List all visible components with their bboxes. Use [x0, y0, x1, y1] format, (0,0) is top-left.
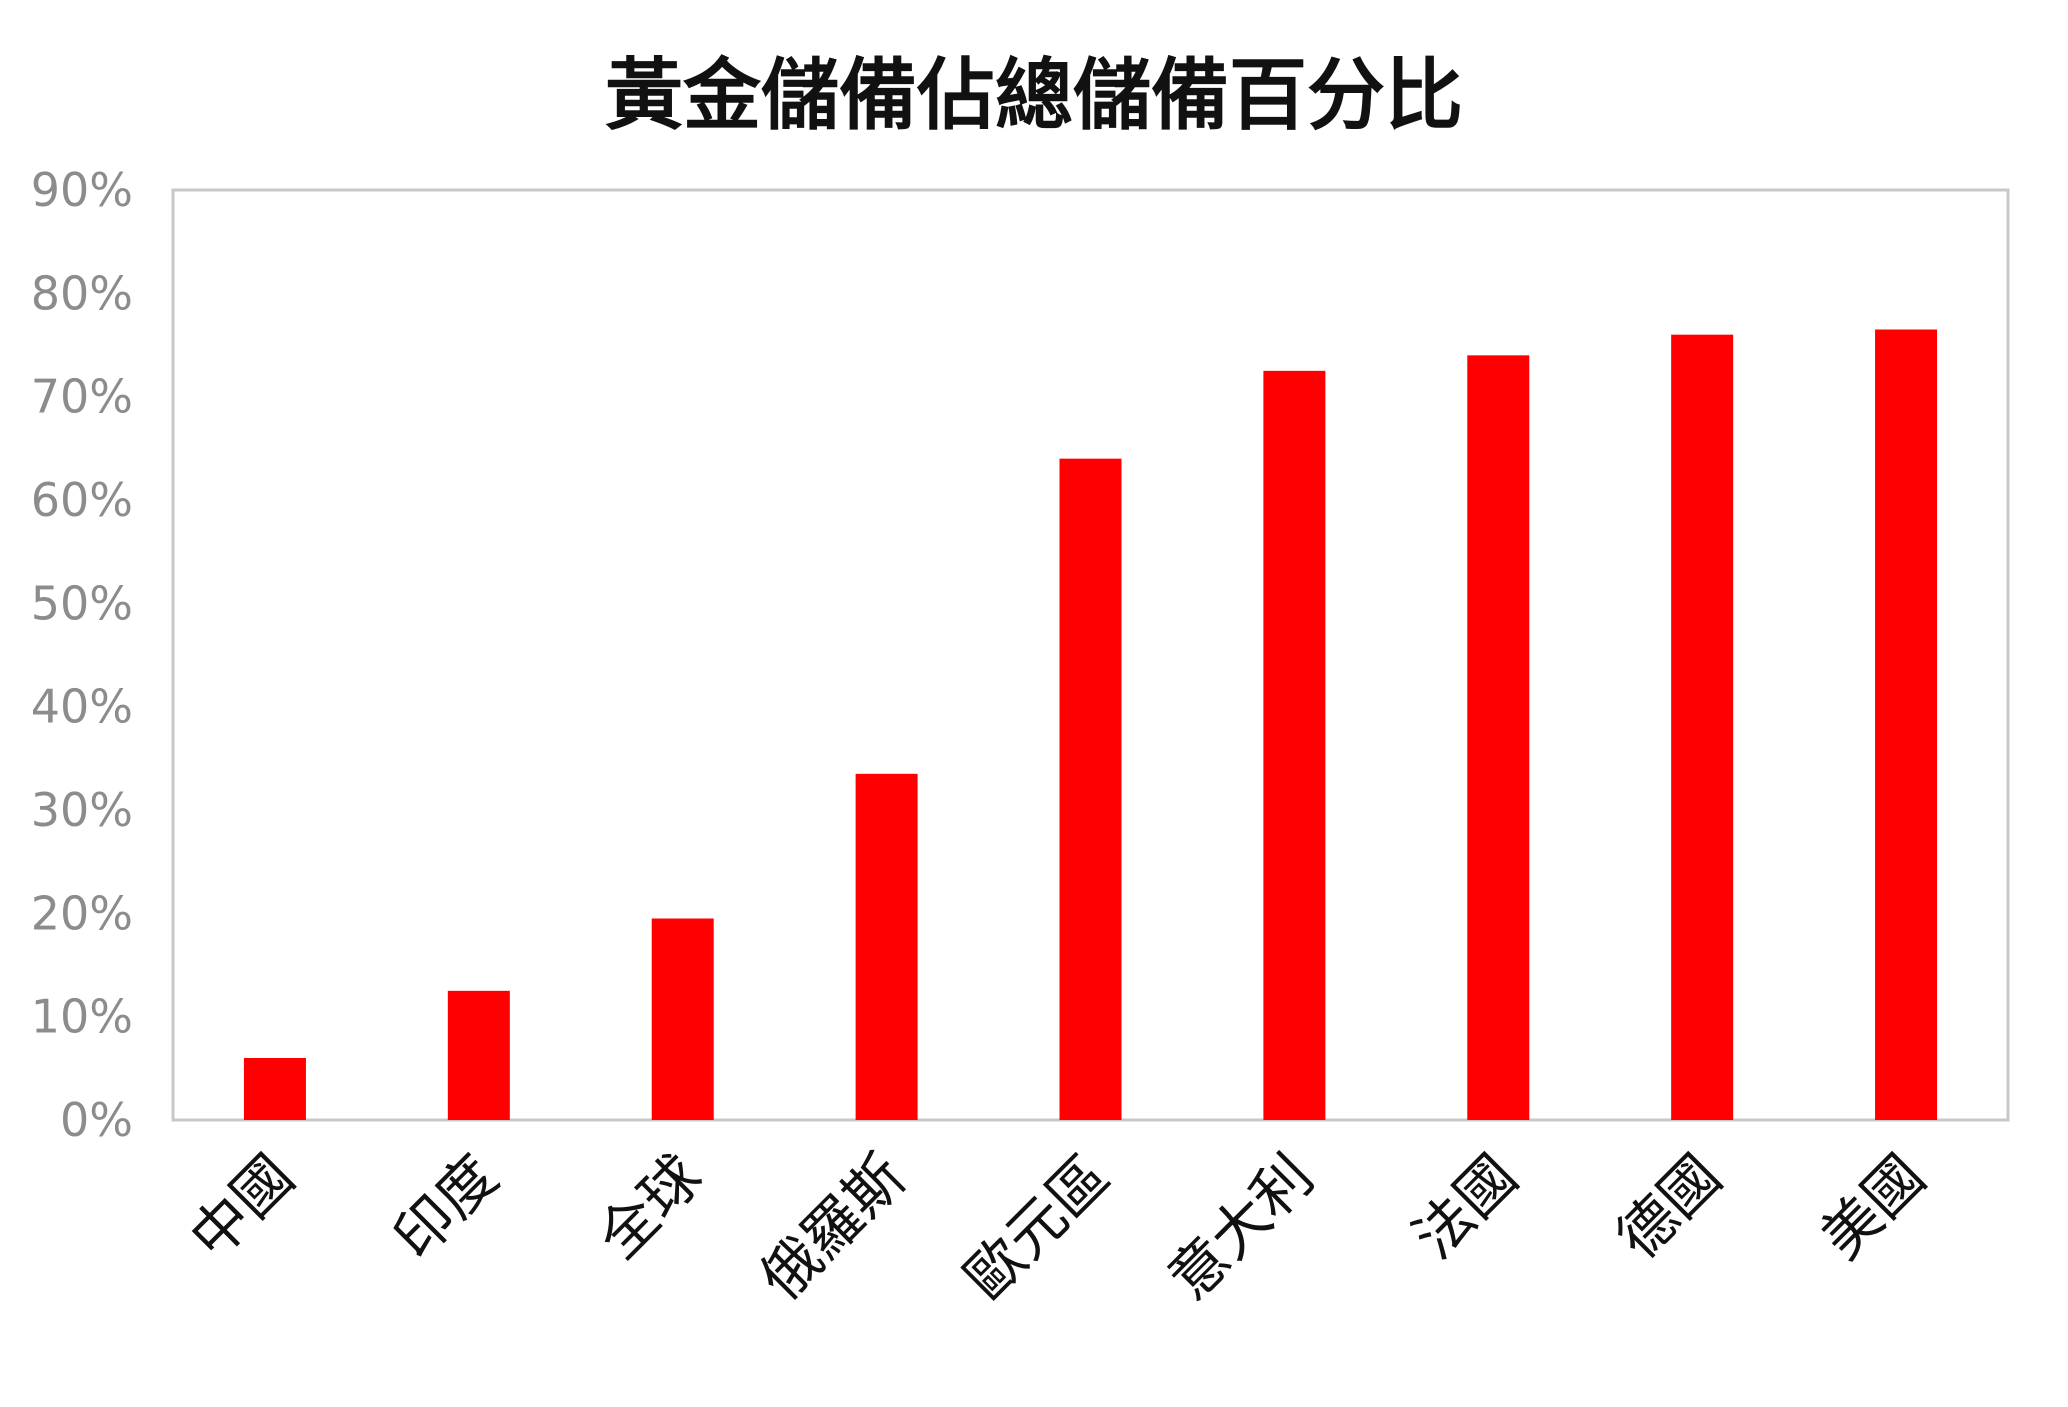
x-tick-label: 全球	[585, 1142, 715, 1272]
bar	[1059, 458, 1122, 1121]
y-tick-label: 10%	[31, 990, 133, 1044]
chart-title: 黃金儲備佔總儲備百分比	[605, 51, 1463, 141]
x-tick-label: 法國	[1400, 1142, 1530, 1272]
x-tick-label: 美國	[1808, 1142, 1938, 1272]
bar	[855, 773, 918, 1120]
bar	[1875, 329, 1938, 1120]
bar	[1671, 334, 1734, 1121]
x-tick-label: 印度	[381, 1142, 511, 1272]
y-tick-label: 60%	[31, 473, 133, 527]
y-tick-label: 0%	[60, 1093, 133, 1147]
x-tick-label: 意大利	[1155, 1142, 1326, 1313]
bar	[1467, 355, 1530, 1120]
y-tick-label: 70%	[31, 370, 133, 424]
bars	[243, 329, 1938, 1121]
y-axis: 0% 10% 20% 30% 40% 50% 60% 70% 80% 90%	[31, 163, 133, 1147]
y-tick-label: 30%	[31, 783, 133, 837]
x-tick-label: 德國	[1604, 1142, 1734, 1272]
x-tick-label: 中國	[177, 1142, 307, 1272]
y-tick-label: 90%	[31, 163, 133, 217]
y-tick-label: 80%	[31, 266, 133, 320]
x-tick-label: 俄羅斯	[747, 1142, 918, 1313]
x-axis: 中國 印度 全球 俄羅斯 歐元區 意大利 法國 德國 美國	[177, 1142, 1938, 1313]
bar	[651, 918, 714, 1120]
bar	[447, 990, 510, 1120]
x-tick-label: 歐元區	[951, 1142, 1122, 1313]
y-tick-label: 40%	[31, 680, 133, 734]
y-tick-label: 50%	[31, 576, 133, 630]
bar	[243, 1058, 306, 1120]
bar	[1263, 370, 1326, 1120]
y-tick-label: 20%	[31, 886, 133, 940]
